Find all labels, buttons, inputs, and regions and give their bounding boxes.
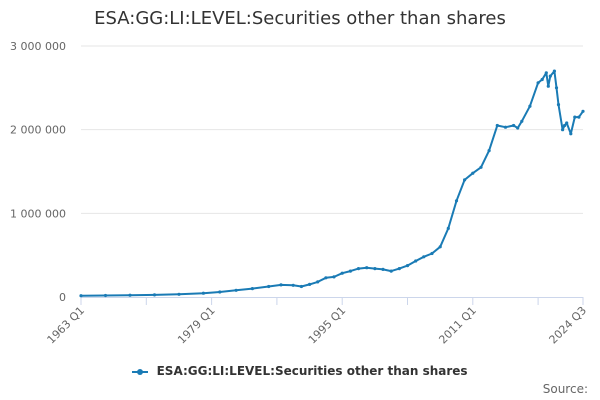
data-point[interactable] (487, 149, 491, 153)
data-point[interactable] (520, 119, 524, 123)
data-point[interactable] (544, 71, 548, 75)
legend-label: ESA:GG:LI:LEVEL:Securities other than sh… (156, 364, 468, 378)
y-axis-tick-labels: 0 1 000 000 2 000 000 3 000 000 (10, 40, 66, 304)
data-point[interactable] (316, 280, 320, 284)
x-tick-label: 2024 Q3 (547, 304, 590, 347)
data-point[interactable] (511, 123, 516, 128)
data-point[interactable] (234, 288, 238, 292)
data-point[interactable] (201, 291, 205, 295)
data-point[interactable] (389, 269, 393, 273)
data-point[interactable] (548, 74, 552, 78)
data-point[interactable] (577, 115, 581, 119)
data-point[interactable] (422, 255, 426, 259)
data-point[interactable] (540, 77, 544, 82)
data-point[interactable] (438, 245, 442, 249)
data-point[interactable] (267, 284, 271, 289)
data-point[interactable] (565, 121, 569, 125)
data-point[interactable] (291, 283, 295, 287)
data-point[interactable] (554, 86, 559, 90)
y-tick-label: 2 000 000 (10, 124, 66, 137)
y-tick-label: 3 000 000 (10, 40, 66, 53)
legend-item[interactable]: ESA:GG:LI:LEVEL:Securities other than sh… (0, 364, 600, 378)
data-point[interactable] (561, 128, 565, 132)
data-point[interactable] (430, 251, 434, 256)
data-point[interactable] (405, 264, 410, 268)
data-point[interactable] (128, 293, 132, 297)
data-point[interactable] (103, 293, 108, 298)
source-credit[interactable]: Source: (542, 382, 588, 396)
data-point[interactable] (563, 123, 567, 128)
data-point[interactable] (79, 294, 83, 298)
data-point[interactable] (250, 287, 254, 291)
x-axis-tick-labels: 1963 Q1 1979 Q1 1995 Q1 2011 Q1 2024 Q3 (45, 304, 590, 347)
data-point[interactable] (503, 125, 508, 129)
data-point[interactable] (177, 292, 181, 296)
y-tick-label: 0 (59, 291, 66, 304)
data-point[interactable] (516, 126, 520, 130)
data-point[interactable] (308, 282, 312, 286)
data-point[interactable] (569, 132, 573, 136)
data-point[interactable] (546, 84, 550, 88)
data-point[interactable] (348, 269, 352, 273)
chart-title: ESA:GG:LI:LEVEL:Securities other than sh… (94, 8, 506, 29)
data-point[interactable] (397, 267, 401, 271)
data-point[interactable] (581, 109, 585, 113)
data-point[interactable] (365, 266, 369, 270)
gridlines (81, 45, 583, 214)
data-point[interactable] (536, 81, 540, 85)
data-point[interactable] (299, 284, 303, 289)
data-point[interactable] (356, 267, 361, 271)
data-point[interactable] (373, 267, 377, 271)
x-tick-label: 1963 Q1 (45, 304, 88, 347)
data-point[interactable] (324, 276, 328, 280)
data-point[interactable] (152, 293, 157, 297)
data-point[interactable] (479, 165, 483, 169)
x-axis (80, 297, 584, 305)
data-point[interactable] (340, 271, 344, 275)
data-point[interactable] (381, 267, 385, 271)
data-point[interactable] (454, 199, 459, 203)
legend-symbol (132, 367, 149, 377)
y-tick-label: 1 000 000 (10, 207, 66, 220)
data-point[interactable] (463, 178, 467, 182)
data-point[interactable] (446, 226, 450, 230)
x-tick-label: 1995 Q1 (306, 304, 349, 347)
series-layer (79, 69, 585, 298)
data-point[interactable] (471, 171, 475, 175)
data-point[interactable] (279, 283, 283, 287)
data-point[interactable] (573, 115, 577, 119)
x-tick-label: 1979 Q1 (175, 304, 218, 347)
x-tick-label: 2011 Q1 (436, 304, 479, 347)
series-line[interactable] (80, 70, 584, 297)
data-point[interactable] (552, 69, 557, 73)
data-point[interactable] (528, 104, 532, 108)
legend-marker-icon (137, 368, 144, 375)
data-point[interactable] (556, 103, 561, 107)
data-point[interactable] (218, 290, 222, 294)
data-point[interactable] (414, 259, 418, 263)
data-point[interactable] (495, 123, 499, 128)
data-point[interactable] (332, 275, 336, 279)
